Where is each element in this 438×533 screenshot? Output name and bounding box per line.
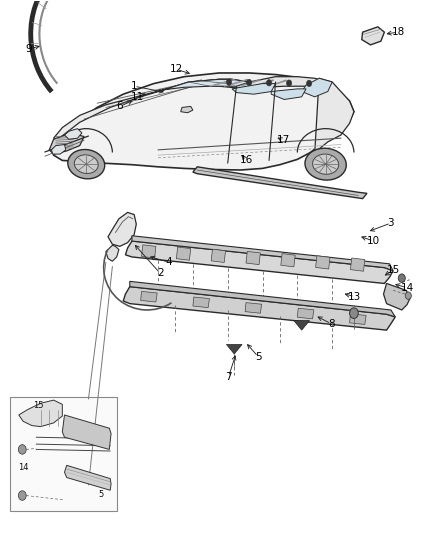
Text: 17: 17 bbox=[277, 135, 290, 146]
Polygon shape bbox=[350, 314, 366, 325]
Circle shape bbox=[18, 445, 26, 454]
Text: 2: 2 bbox=[157, 269, 163, 278]
Text: 7: 7 bbox=[225, 372, 232, 382]
Text: 1: 1 bbox=[131, 81, 138, 91]
Polygon shape bbox=[53, 79, 232, 139]
FancyBboxPatch shape bbox=[10, 398, 117, 512]
Text: 18: 18 bbox=[392, 27, 405, 37]
Polygon shape bbox=[316, 256, 330, 269]
Polygon shape bbox=[162, 77, 323, 90]
Polygon shape bbox=[271, 89, 306, 100]
Circle shape bbox=[307, 80, 312, 86]
Polygon shape bbox=[232, 84, 276, 94]
Polygon shape bbox=[362, 27, 385, 45]
Circle shape bbox=[266, 79, 272, 86]
Ellipse shape bbox=[313, 154, 339, 174]
Text: 10: 10 bbox=[367, 236, 380, 246]
Text: 15: 15 bbox=[33, 401, 44, 410]
Text: 14: 14 bbox=[400, 282, 413, 293]
Text: 6: 6 bbox=[117, 101, 123, 111]
Ellipse shape bbox=[68, 150, 105, 179]
Text: 14: 14 bbox=[18, 464, 28, 472]
Polygon shape bbox=[49, 133, 84, 154]
Polygon shape bbox=[315, 78, 354, 152]
Text: 8: 8 bbox=[328, 319, 335, 329]
Polygon shape bbox=[193, 167, 367, 199]
Text: 12: 12 bbox=[170, 64, 183, 74]
Text: 9: 9 bbox=[25, 44, 32, 54]
Circle shape bbox=[226, 79, 232, 85]
Text: 3: 3 bbox=[388, 218, 394, 228]
Polygon shape bbox=[384, 284, 410, 310]
Polygon shape bbox=[62, 415, 111, 449]
Circle shape bbox=[247, 79, 252, 86]
Polygon shape bbox=[19, 400, 62, 426]
Polygon shape bbox=[211, 249, 226, 262]
Polygon shape bbox=[177, 247, 191, 260]
Circle shape bbox=[405, 292, 411, 300]
Text: 11: 11 bbox=[131, 92, 144, 102]
Text: 16: 16 bbox=[239, 156, 253, 165]
Polygon shape bbox=[297, 308, 314, 319]
Polygon shape bbox=[350, 258, 365, 271]
Polygon shape bbox=[132, 236, 393, 271]
Polygon shape bbox=[123, 287, 395, 330]
Polygon shape bbox=[226, 344, 242, 354]
Polygon shape bbox=[125, 241, 393, 284]
Polygon shape bbox=[294, 320, 310, 330]
Polygon shape bbox=[162, 79, 250, 90]
Polygon shape bbox=[281, 254, 295, 267]
Ellipse shape bbox=[74, 155, 98, 174]
Text: 5: 5 bbox=[255, 352, 261, 361]
Polygon shape bbox=[141, 245, 156, 258]
Text: 5: 5 bbox=[99, 490, 104, 499]
Text: 4: 4 bbox=[166, 257, 172, 267]
Ellipse shape bbox=[305, 148, 346, 180]
Polygon shape bbox=[302, 78, 332, 97]
Polygon shape bbox=[53, 73, 354, 170]
Circle shape bbox=[18, 491, 26, 500]
Polygon shape bbox=[106, 245, 119, 261]
Circle shape bbox=[286, 80, 292, 86]
Circle shape bbox=[350, 308, 358, 318]
Text: 13: 13 bbox=[348, 292, 361, 302]
Polygon shape bbox=[181, 107, 193, 113]
Polygon shape bbox=[108, 213, 136, 246]
Polygon shape bbox=[193, 297, 209, 308]
Circle shape bbox=[398, 274, 405, 282]
Polygon shape bbox=[141, 292, 157, 302]
Polygon shape bbox=[64, 465, 111, 490]
Polygon shape bbox=[51, 144, 66, 154]
Text: 15: 15 bbox=[386, 265, 400, 275]
Polygon shape bbox=[130, 281, 395, 317]
Polygon shape bbox=[246, 252, 260, 265]
Polygon shape bbox=[64, 128, 82, 139]
Polygon shape bbox=[245, 303, 261, 313]
